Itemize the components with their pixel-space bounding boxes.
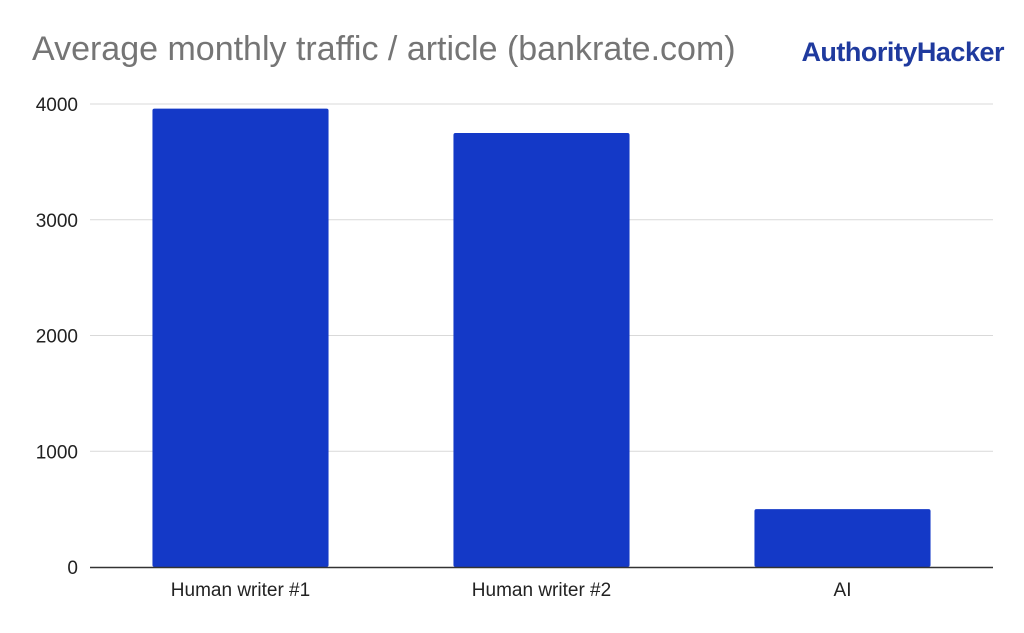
x-category-label: AI (834, 580, 852, 601)
y-tick-label: 1000 (36, 442, 78, 463)
bar (754, 509, 931, 567)
y-axis-ticks: 0 1000 2000 3000 4000 (36, 95, 78, 579)
x-axis-categories: Human writer #1 Human writer #2 AI (171, 580, 852, 601)
y-tick-label: 2000 (36, 327, 78, 348)
x-category-label: Human writer #1 (171, 580, 310, 601)
x-category-label: Human writer #2 (472, 580, 611, 601)
bar (152, 108, 329, 567)
bar (453, 132, 630, 567)
y-tick-label: 3000 (36, 211, 78, 232)
y-tick-label: 4000 (36, 95, 78, 116)
chart-title: Average monthly traffic / article (bankr… (32, 30, 736, 68)
bars (152, 108, 931, 567)
y-tick-label: 0 (67, 558, 78, 579)
brand-logo: AuthorityHacker (801, 37, 1004, 67)
